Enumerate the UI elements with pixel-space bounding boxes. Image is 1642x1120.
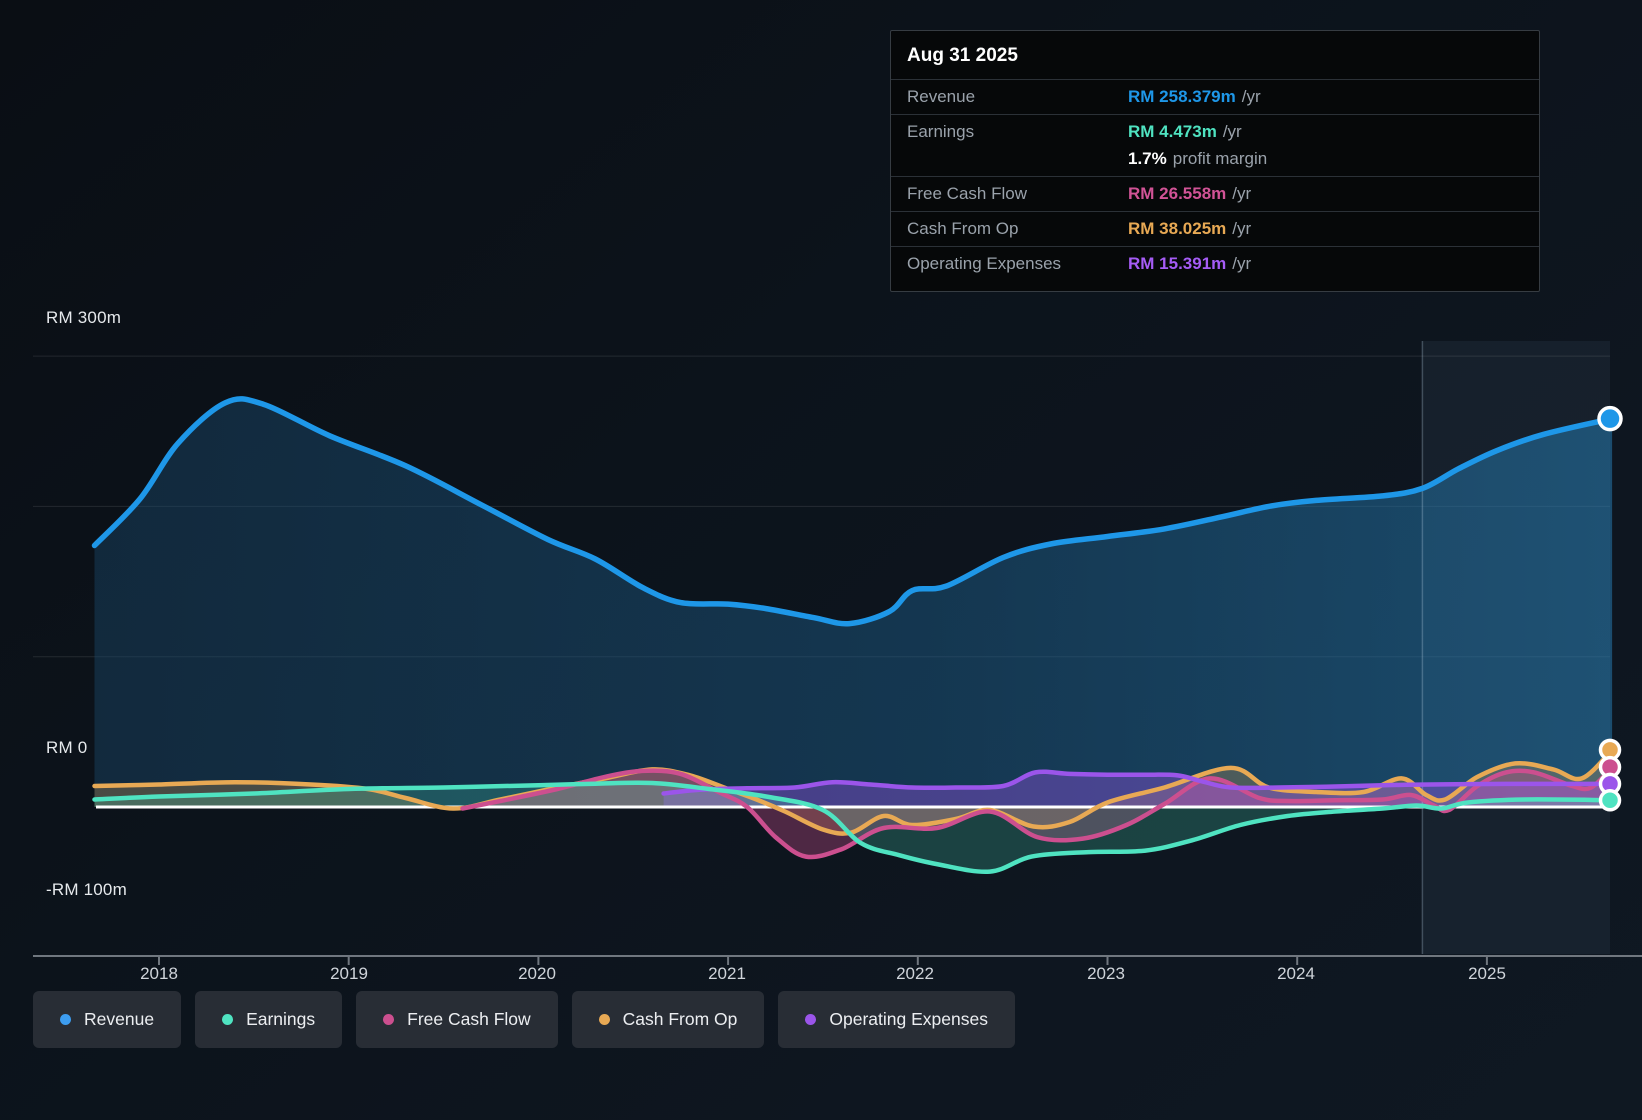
chart-tooltip: Aug 31 2025 Revenue RM 258.379m /yr Earn… [890, 30, 1540, 292]
tooltip-value: RM 15.391m [1128, 254, 1227, 273]
end-marker-earnings [1598, 789, 1622, 812]
revenue-dot-icon [60, 1014, 71, 1025]
tooltip-label: Operating Expenses [907, 254, 1062, 273]
x-axis-label-2020: 2020 [518, 964, 556, 983]
chart-legend: Revenue Earnings Free Cash Flow Cash Fro… [33, 991, 1015, 1048]
tooltip-row-earnings: Earnings RM 4.473m /yr [891, 114, 1539, 149]
tooltip-value: RM 38.025m [1128, 219, 1227, 238]
legend-item-earnings[interactable]: Earnings [195, 991, 343, 1048]
tooltip-label: Earnings [907, 122, 975, 141]
end-marker-revenue [1597, 405, 1623, 432]
line-free-cash-flow [460, 764, 1615, 860]
tooltip-suffix: /yr [1232, 184, 1252, 203]
legend-label: Revenue [84, 1009, 155, 1029]
area-revenue [94, 398, 1613, 807]
x-axis-label-2022: 2022 [896, 964, 934, 983]
legend-label: Free Cash Flow [407, 1009, 531, 1029]
tooltip-row-operating-expenses: Operating Expenses RM 15.391m /yr [891, 246, 1539, 281]
x-axis-label-2024: 2024 [1277, 964, 1315, 983]
tooltip-suffix: profit margin [1172, 149, 1268, 168]
free-cash-flow-dot-icon [383, 1014, 395, 1025]
tooltip-suffix: /yr [1241, 87, 1261, 106]
legend-label: Operating Expenses [829, 1009, 988, 1029]
x-axis-label-2019: 2019 [330, 964, 368, 983]
area-free-cash-flow [462, 767, 1613, 858]
cash-from-op-dot-icon [598, 1014, 610, 1025]
x-axis-label-2021: 2021 [708, 964, 746, 983]
legend-item-cash-from-op[interactable]: Cash From Op [571, 991, 765, 1048]
tooltip-suffix: /yr [1222, 122, 1242, 141]
tooltip-value: RM 26.558m [1128, 184, 1227, 203]
tooltip-suffix: /yr [1232, 254, 1252, 273]
tooltip-value: RM 4.473m [1128, 122, 1217, 141]
legend-item-revenue[interactable]: Revenue [33, 991, 182, 1048]
line-revenue [91, 396, 1615, 627]
tooltip-value: RM 258.379m [1128, 87, 1236, 106]
legend-item-free-cash-flow[interactable]: Free Cash Flow [356, 991, 558, 1048]
legend-label: Earnings [246, 1009, 316, 1029]
line-earnings [92, 780, 1615, 875]
x-axis-label-2023: 2023 [1087, 964, 1125, 983]
tooltip-row-free-cash-flow: Free Cash Flow RM 26.558m /yr [891, 176, 1539, 211]
tooltip-value: 1.7% [1128, 149, 1167, 168]
area-cash-from-op [94, 749, 1613, 834]
tooltip-row-revenue: Revenue RM 258.379m /yr [891, 79, 1539, 114]
tooltip-row-profit-margin: 1.7% profit margin [891, 149, 1539, 176]
tooltip-date: Aug 31 2025 [907, 45, 1018, 66]
y-axis-label-0: RM 0 [46, 738, 88, 757]
legend-item-operating-expenses[interactable]: Operating Expenses [778, 991, 1015, 1048]
line-operating-expenses [661, 769, 1615, 796]
legend-label: Cash From Op [622, 1009, 738, 1029]
tooltip-suffix: /yr [1232, 219, 1252, 238]
line-cash-from-op [92, 747, 1615, 836]
tooltip-label: Cash From Op [907, 219, 1019, 238]
tooltip-label: Free Cash Flow [907, 184, 1027, 203]
tooltip-row-cash-from-op: Cash From Op RM 38.025m /yr [891, 211, 1539, 246]
tooltip-label: Revenue [907, 87, 976, 106]
operating-expenses-dot-icon [805, 1014, 817, 1025]
y-axis-label-neg100m: -RM 100m [46, 880, 127, 899]
x-axis-label-2018: 2018 [140, 964, 178, 983]
earnings-dot-icon [222, 1014, 234, 1025]
x-axis-label-2025: 2025 [1468, 964, 1506, 983]
y-axis-label-300m: RM 300m [46, 308, 122, 327]
